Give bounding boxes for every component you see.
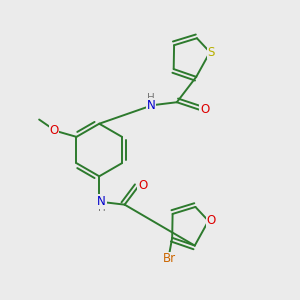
Text: O: O xyxy=(50,124,59,137)
Text: Br: Br xyxy=(163,253,176,266)
Text: S: S xyxy=(207,46,215,59)
Text: O: O xyxy=(207,214,216,227)
Text: N: N xyxy=(146,99,155,112)
Text: N: N xyxy=(97,195,106,208)
Text: H: H xyxy=(147,93,155,103)
Text: O: O xyxy=(138,179,147,192)
Text: O: O xyxy=(200,103,209,116)
Text: H: H xyxy=(98,202,106,213)
